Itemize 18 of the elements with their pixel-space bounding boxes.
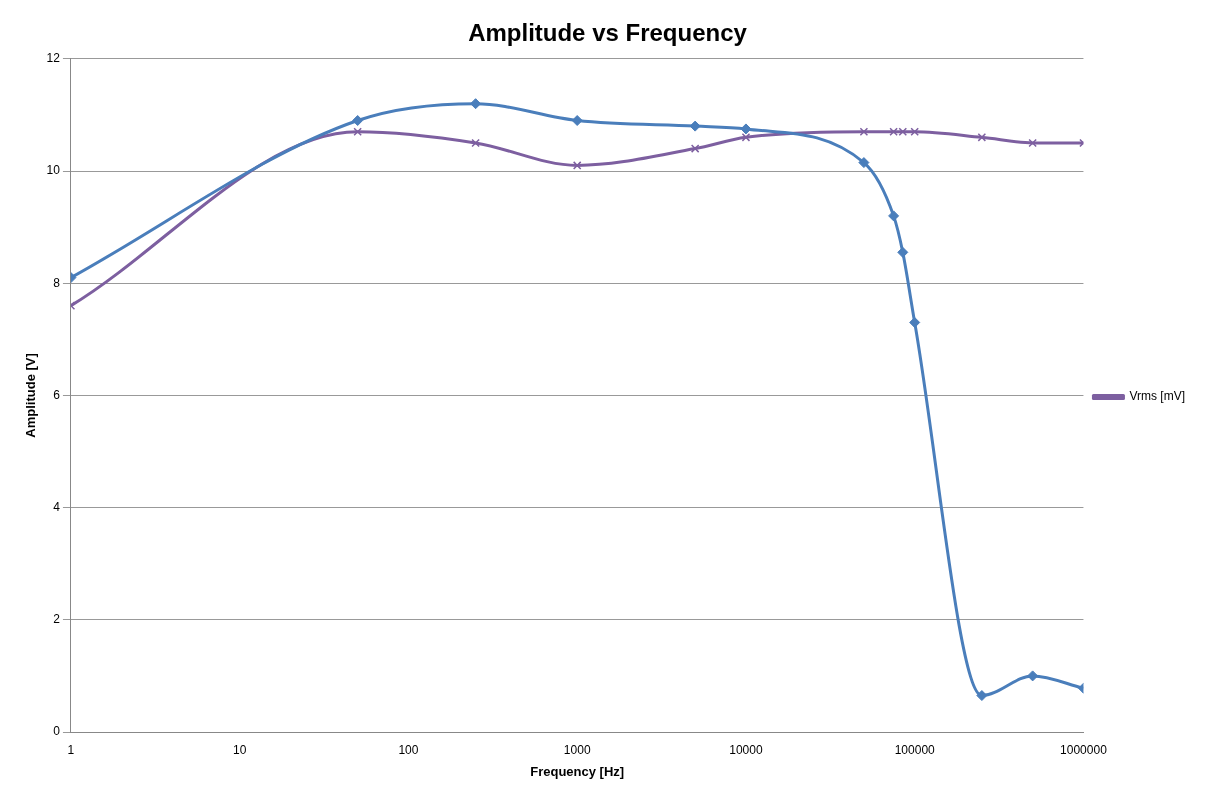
x-tick-label: 1	[67, 742, 75, 757]
y-tick-label: 6	[53, 387, 61, 402]
y-tick-label: 4	[53, 499, 61, 514]
chart-title: Amplitude vs Frequency	[468, 19, 748, 47]
y-tick-label: 8	[53, 275, 61, 290]
y-tick-label: 0	[53, 724, 61, 739]
x-axis-title: Frequency [Hz]	[530, 763, 625, 779]
y-tick-label: 12	[46, 51, 61, 66]
x-tick-label: 100	[398, 742, 419, 757]
x-tick-label: 1000	[563, 742, 591, 757]
y-tick-label: 2	[53, 612, 61, 627]
x-tick-label: 100000	[894, 742, 936, 757]
y-axis-title: Amplitude [V]	[23, 353, 39, 438]
y-tick-label: 10	[46, 163, 61, 178]
legend-label: Vrms [mV]	[1129, 389, 1186, 404]
x-tick-label: 10	[233, 742, 247, 757]
x-tick-label: 1000000	[1060, 742, 1108, 757]
x-tick-label: 10000	[729, 742, 763, 757]
